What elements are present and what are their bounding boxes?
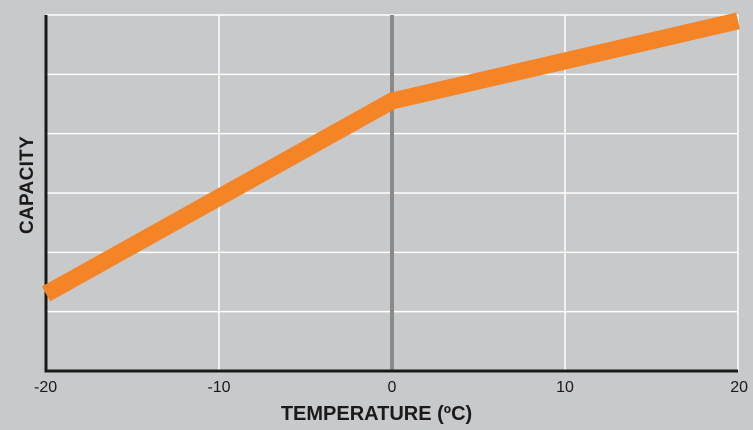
x-tick-label: 10 (556, 379, 574, 396)
x-tick-label: 0 (388, 379, 397, 396)
x-axis-label: TEMPERATURE (ºC) (280, 403, 473, 425)
x-tick-label: -10 (207, 379, 230, 396)
x-tick-label: -20 (34, 379, 57, 396)
y-axis-label: CAPACITY (7, 80, 49, 290)
y-axis-label-text: CAPACITY (17, 135, 39, 235)
series-line (41, 12, 740, 302)
x-tick-label: 20 (730, 379, 748, 396)
